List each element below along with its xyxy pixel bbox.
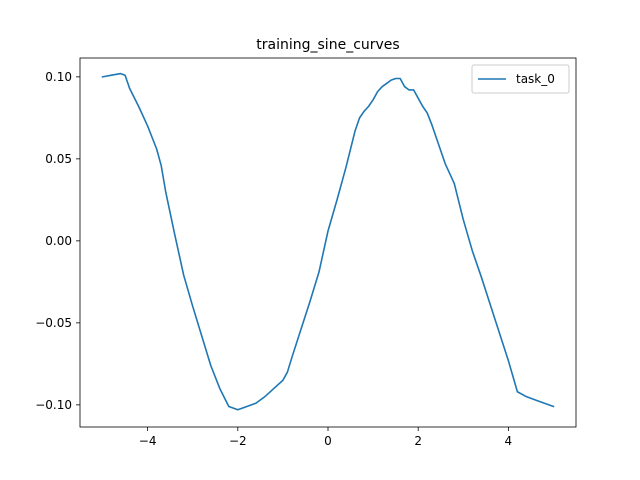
legend-label: task_0 — [516, 72, 555, 86]
chart-title: training_sine_curves — [256, 37, 399, 53]
y-tick-label: 0.05 — [45, 152, 72, 166]
y-tick-label: −0.05 — [35, 316, 72, 330]
y-tick-label: −0.10 — [35, 398, 72, 412]
x-tick-label: 2 — [414, 434, 422, 448]
x-tick-label: 4 — [505, 434, 513, 448]
y-tick-label: 0.00 — [45, 234, 72, 248]
x-tick-label: −4 — [139, 434, 157, 448]
y-tick-label: 0.10 — [45, 70, 72, 84]
legend-box — [471, 64, 570, 94]
x-tick-label: −2 — [229, 434, 247, 448]
x-tick-label: 0 — [324, 434, 332, 448]
series-line-task_0 — [101, 72, 555, 411]
